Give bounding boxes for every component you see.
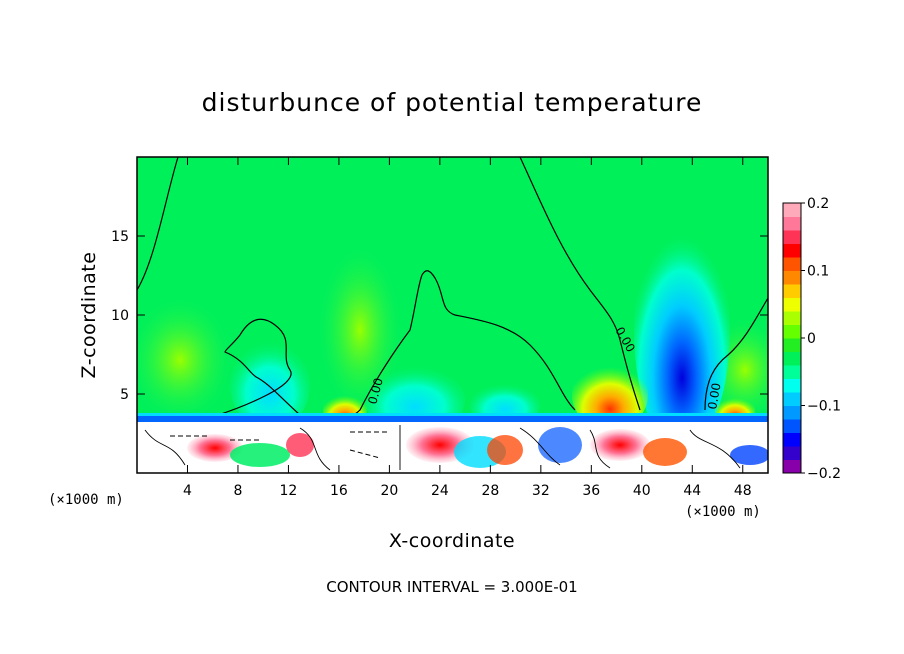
colorbar-swatch	[783, 311, 801, 325]
anomaly-positive	[320, 250, 400, 410]
colorbar-ticks: 0.2 0.1 0 −0.1 −0.2	[801, 196, 841, 482]
y-tick-label: 5	[120, 387, 129, 403]
anomaly-negative	[634, 210, 730, 450]
x-tick-label: 44	[683, 483, 701, 499]
lower-anomaly	[643, 438, 687, 466]
colorbar-swatch	[783, 365, 801, 379]
lower-anomaly	[187, 434, 243, 462]
x-axis-ticks: 4 8 12 16 20 24 28 32 36 40 44 48	[183, 157, 752, 499]
colorbar-swatch	[783, 216, 801, 231]
x-tick-label: 48	[734, 483, 752, 499]
colorbar-swatch	[783, 392, 801, 406]
y-tick-label: 15	[111, 229, 129, 245]
y-axis-label: Z-coordinate	[78, 252, 100, 379]
colorbar-swatch	[783, 257, 801, 271]
boundary-band	[137, 416, 768, 422]
colorbar-swatch	[783, 324, 801, 339]
x-tick-label: 8	[233, 483, 242, 499]
colorbar-swatch	[783, 203, 801, 217]
contour-label: 0.00	[365, 376, 385, 405]
colorbar-swatch	[783, 446, 801, 460]
y-tick-label: 10	[111, 308, 129, 324]
contour-line	[704, 297, 768, 411]
colorbar-swatch	[783, 284, 801, 298]
colorbar-tick-label: 0	[807, 331, 816, 347]
x-tick-label: 36	[582, 483, 600, 499]
x-tick-label: 12	[280, 483, 298, 499]
heatmap-field	[137, 157, 768, 473]
colorbar-tick-label: 0.1	[807, 264, 829, 280]
colorbar-swatch	[783, 459, 801, 474]
contour-line	[137, 318, 319, 421]
colorbar	[783, 203, 801, 474]
boundary-band	[137, 413, 768, 416]
lower-anomaly	[538, 427, 582, 463]
x-axis-unit: (×1000 m)	[685, 504, 761, 520]
x-tick-label: 28	[481, 483, 499, 499]
colorbar-tick-label: 0.2	[807, 196, 829, 212]
x-tick-label: 24	[431, 483, 449, 499]
chart-title: disturbunce of potential temperature	[202, 88, 703, 117]
contour-line	[317, 270, 576, 421]
x-tick-label: 16	[330, 483, 348, 499]
colorbar-swatch	[783, 230, 801, 244]
contour-line	[519, 157, 641, 411]
colorbar-swatch	[783, 432, 801, 447]
anomaly-positive	[137, 300, 230, 420]
x-tick-label: 4	[183, 483, 192, 499]
contour-label: 0.00	[705, 382, 723, 411]
colorbar-swatch	[783, 378, 801, 393]
lower-anomaly	[487, 435, 523, 465]
contour-line	[137, 157, 179, 291]
colorbar-swatch	[783, 297, 801, 312]
colorbar-tick-label: −0.1	[807, 399, 841, 415]
colorbar-tick-label: −0.2	[807, 466, 841, 482]
x-axis-label: X-coordinate	[389, 530, 515, 552]
lower-anomaly	[230, 443, 290, 467]
anomaly-positive	[572, 360, 648, 430]
contour-line	[144, 425, 741, 471]
anomaly-negative	[230, 340, 310, 430]
colorbar-swatch	[783, 338, 801, 352]
colorbar-swatch	[783, 243, 801, 258]
lower-anomaly	[286, 433, 314, 457]
x-tick-label: 20	[380, 483, 398, 499]
y-axis-ticks: 5 10 15	[111, 229, 768, 403]
colorbar-swatch	[783, 351, 801, 366]
lower-anomaly	[590, 429, 650, 461]
x-tick-label: 32	[532, 483, 550, 499]
contour-line	[170, 431, 390, 459]
colorbar-swatch	[783, 405, 801, 420]
colorbar-swatch	[783, 419, 801, 433]
colorbar-swatch	[783, 270, 801, 285]
lower-anomaly	[730, 445, 768, 465]
y-axis-unit: (×1000 m)	[48, 492, 124, 508]
boundary-band	[137, 422, 768, 425]
x-tick-label: 40	[633, 483, 651, 499]
contour-interval-note: CONTOUR INTERVAL = 3.000E-01	[326, 578, 577, 596]
